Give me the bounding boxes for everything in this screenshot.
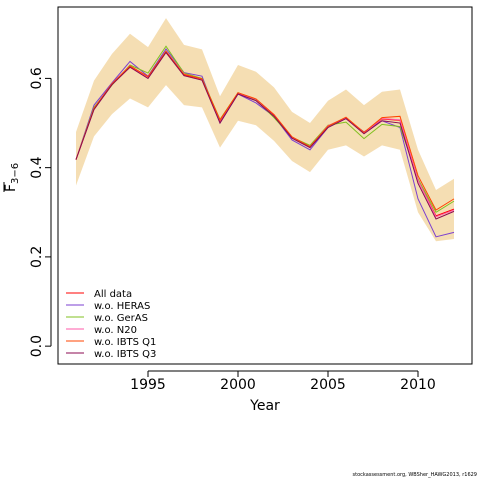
legend-label-4: w.o. N20 [94, 325, 137, 336]
y-axis-label-main: F [3, 184, 19, 192]
x-tick-label: 2010 [400, 377, 436, 393]
confidence-band-layer [76, 18, 454, 242]
y-tick-label: 0.6 [29, 67, 45, 89]
footer-credit: stockassessment.org, WBSher_HAWG2013, r1… [352, 472, 477, 478]
y-axis-label-subscript: 3−6 [10, 163, 21, 184]
x-tick-label: 2000 [220, 377, 256, 393]
x-tick-label: 1995 [130, 377, 166, 393]
legend-label-5: w.o. IBTS Q1 [94, 337, 156, 348]
plot-frame [57, 6, 473, 365]
x-tick-label: 2005 [310, 377, 346, 393]
series-line-6 [75, 51, 455, 220]
confidence-band [76, 18, 454, 242]
y-tick-label: 0.4 [29, 156, 45, 178]
legend-label-1: All data [94, 289, 132, 300]
y-axis: 0.0 0.2 0.4 0.6 [29, 67, 52, 357]
series-line-5 [75, 50, 455, 211]
y-tick-label: 0.2 [29, 246, 45, 268]
y-tick-label: 0.0 [29, 335, 45, 357]
legend-label-2: w.o. HERAS [94, 301, 150, 312]
legend-label-3: w.o. GerAS [94, 313, 148, 324]
y-axis-label: F3−6 [3, 163, 21, 192]
x-axis-label: Year [249, 398, 280, 414]
legend-label-6: w.o. IBTS Q3 [94, 349, 156, 360]
x-axis: 1995 2000 2005 2010 [130, 370, 436, 393]
series-lines-layer [75, 45, 455, 238]
svg-text:F3−6: F3−6 [3, 163, 21, 192]
